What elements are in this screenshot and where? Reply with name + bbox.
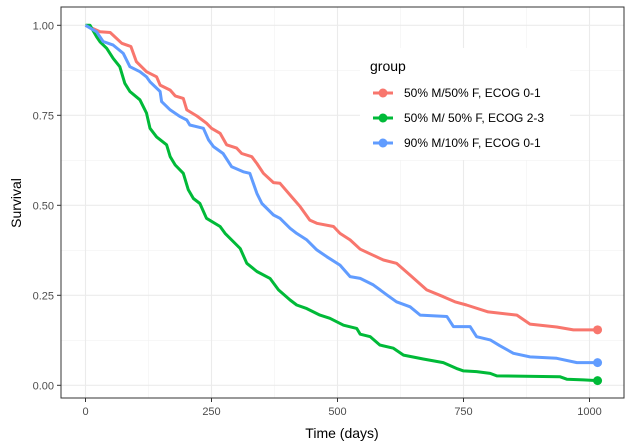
y-tick-label: 0.25: [33, 290, 54, 302]
legend-key-point: [378, 138, 388, 148]
legend: group 50% M/50% F, ECOG 0-1 50% M/ 50% F,…: [360, 48, 570, 160]
x-tick-label: 1000: [577, 406, 601, 418]
series-end-point-2: [593, 376, 603, 386]
y-tick-label: 1.00: [33, 20, 54, 32]
panel-border: [60, 6, 625, 399]
legend-label: 50% M/50% F, ECOG 0-1: [404, 86, 541, 100]
series-lines: [84, 23, 603, 386]
legend-label: 50% M/ 50% F, ECOG 2-3: [404, 111, 544, 125]
x-axis-ticks: 0 250 500 750 1000: [82, 398, 602, 418]
x-tick-label: 0: [82, 406, 88, 418]
series-end-point-1: [593, 325, 603, 335]
y-axis-title: Survival: [8, 178, 24, 228]
y-axis-ticks: 0.00 0.25 0.50 0.75 1.00: [33, 20, 61, 392]
y-tick-label: 0.00: [33, 380, 54, 392]
series-end-point-3: [593, 358, 603, 368]
y-tick-label: 0.75: [33, 110, 54, 122]
x-tick-label: 750: [454, 406, 472, 418]
series-line-3: [84, 24, 598, 365]
series-line-1: [84, 23, 598, 332]
x-tick-label: 250: [202, 406, 220, 418]
legend-key-point: [378, 88, 388, 98]
legend-label: 90% M/10% F, ECOG 0-1: [404, 136, 541, 150]
legend-title: group: [370, 58, 406, 74]
x-axis-title: Time (days): [305, 425, 378, 441]
x-tick-label: 500: [328, 406, 346, 418]
legend-key-point: [378, 113, 388, 123]
series-line-2: [85, 23, 598, 383]
y-tick-label: 0.50: [33, 200, 54, 212]
legend-background: [360, 48, 570, 160]
